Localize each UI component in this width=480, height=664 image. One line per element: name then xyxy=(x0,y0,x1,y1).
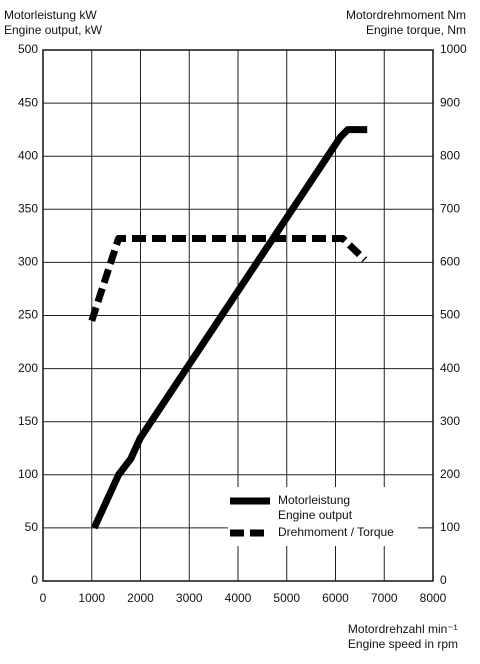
x-tick-label: 5000 xyxy=(273,591,300,605)
x-tick-label: 0 xyxy=(40,591,47,605)
x-axis-title: Motordrehzahl min⁻¹ Engine speed in rpm xyxy=(347,622,458,651)
y2-tick-label: 400 xyxy=(440,361,460,375)
y2-tick-label: 100 xyxy=(440,520,460,534)
y2-tick-label: 0 xyxy=(440,573,447,587)
y2-tick-label: 600 xyxy=(440,255,460,269)
y-tick-label: 200 xyxy=(18,361,38,375)
legend-item: Drehmoment / Torque xyxy=(228,525,418,540)
legend-label: Motorleistung Engine output xyxy=(278,493,353,522)
x-tick-label: 7000 xyxy=(371,591,398,605)
y2-tick-label: 700 xyxy=(440,201,460,215)
legend-swatch xyxy=(230,497,270,505)
y-tick-label: 300 xyxy=(18,255,38,269)
y-tick-label: 150 xyxy=(18,414,38,428)
y2-tick-label: 1000 xyxy=(440,42,467,56)
y2-tick-label: 500 xyxy=(440,308,460,322)
legend: Motorleistung Engine output Drehmoment / … xyxy=(228,487,418,546)
x-tick-label: 8000 xyxy=(420,591,447,605)
legend-label: Drehmoment / Torque xyxy=(278,525,394,539)
line-series xyxy=(88,235,368,322)
y2-tick-label: 800 xyxy=(440,148,460,162)
y-axis-title: Motorleistung kW Engine output, kW xyxy=(4,8,103,37)
legend-item: Motorleistung Engine output xyxy=(228,493,418,523)
plot-frame xyxy=(42,49,434,582)
y-tick-label: 350 xyxy=(18,201,38,215)
y-tick-label: 450 xyxy=(18,95,38,109)
x-tick-label: 6000 xyxy=(322,591,349,605)
y-tick-label: 250 xyxy=(18,308,38,322)
line-series xyxy=(91,126,368,530)
y2-tick-label: 900 xyxy=(440,95,460,109)
x-tick-label: 3000 xyxy=(176,591,203,605)
x-tick-label: 4000 xyxy=(225,591,252,605)
x-tick-label: 2000 xyxy=(127,591,154,605)
y2-tick-label: 300 xyxy=(440,414,460,428)
y-tick-label: 50 xyxy=(25,520,39,534)
y-tick-label: 100 xyxy=(18,467,38,481)
y-tick-label: 400 xyxy=(18,148,38,162)
y-tick-label: 500 xyxy=(18,42,38,56)
legend-swatch xyxy=(230,529,270,537)
y2-axis-title: Motordrehmoment Nm Engine torque, Nm xyxy=(345,8,466,37)
x-tick-label: 1000 xyxy=(78,591,105,605)
y2-tick-label: 200 xyxy=(440,467,460,481)
y-tick-label: 0 xyxy=(31,573,38,587)
